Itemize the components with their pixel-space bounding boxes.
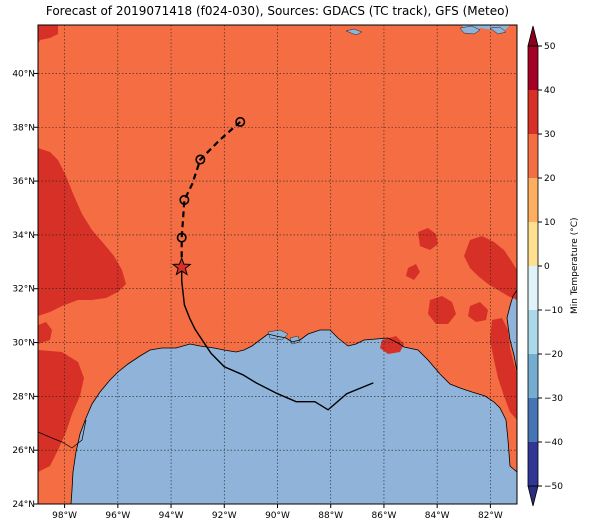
y-tick-label: 32°N xyxy=(12,285,35,295)
observed-track-line xyxy=(180,267,374,411)
forecast-point-circle-icon xyxy=(179,194,190,205)
y-tick-label: 40°N xyxy=(12,69,35,79)
y-tick-label: 34°N xyxy=(12,231,35,241)
colorbar-tick-label: 30 xyxy=(544,130,556,140)
country-border xyxy=(38,419,87,449)
colorbar-tick-label: 20 xyxy=(544,174,556,184)
x-tick-label: 98°W xyxy=(52,511,77,521)
y-axis-ticks: 24°N 26°N 28°N 30°N 32°N 34°N 36°N 38°N 40°N xyxy=(12,69,38,510)
colorbar-band xyxy=(528,354,538,398)
colorbar-tick-label: −10 xyxy=(544,306,563,316)
colorbar-tick-label: 40 xyxy=(544,86,556,96)
map-panel[interactable] xyxy=(38,25,517,504)
x-axis-ticks: 98°W 96°W 94°W 92°W 90°W 88°W 86°W 84°W 82°W xyxy=(52,504,503,521)
x-tick-label: 92°W xyxy=(212,511,237,521)
colorbar-tick-label: 0 xyxy=(544,262,550,272)
colorbar-band xyxy=(528,178,538,222)
colorbar-band xyxy=(528,266,538,310)
colorbar-tick-label: −50 xyxy=(544,482,563,492)
x-tick-label: 94°W xyxy=(159,511,184,521)
x-tick-label: 88°W xyxy=(318,511,343,521)
x-tick-label: 82°W xyxy=(478,511,503,521)
y-tick-label: 28°N xyxy=(12,392,35,402)
current-position-star-icon xyxy=(171,256,192,276)
colorbar-band xyxy=(528,134,538,178)
colorbar-tick-label: −20 xyxy=(544,350,563,360)
x-tick-label: 96°W xyxy=(105,511,130,521)
forecast-point-circle-icon xyxy=(195,154,206,165)
colorbar-tick-label: 50 xyxy=(544,42,556,52)
colorbar-tick-label: 10 xyxy=(544,218,556,228)
colorbar-label: Min Temperature (°C) xyxy=(570,217,580,315)
coastline xyxy=(70,289,517,504)
colorbar-under-arrow-icon xyxy=(527,485,539,507)
x-tick-label: 90°W xyxy=(265,511,290,521)
colorbar-band xyxy=(528,310,538,354)
x-tick-label: 84°W xyxy=(425,511,450,521)
map-title: Forecast of 2019071418 (f024-030), Sourc… xyxy=(45,4,510,18)
forecast-points xyxy=(176,116,246,243)
colorbar-band xyxy=(528,90,538,134)
x-tick-label: 86°W xyxy=(372,511,397,521)
graticule xyxy=(38,25,517,504)
y-tick-label: 30°N xyxy=(12,339,35,349)
forecast-point-circle-icon xyxy=(176,232,187,243)
inland-water xyxy=(267,25,507,345)
colorbar-band xyxy=(528,222,538,266)
y-tick-label: 24°N xyxy=(12,500,35,510)
y-tick-label: 26°N xyxy=(12,446,35,456)
forecast-track-line xyxy=(180,121,241,268)
colorbar-over-arrow-icon xyxy=(527,25,539,47)
colorbar-tick-label: −40 xyxy=(544,438,563,448)
colorbar: 50 40 30 20 10 0 −10 −20 −30 −40 −50 xyxy=(527,25,563,507)
y-tick-label: 36°N xyxy=(12,177,35,187)
colorbar-band xyxy=(528,46,538,90)
colorbar-band xyxy=(528,398,538,442)
colorbar-tick-label: −30 xyxy=(544,394,563,404)
y-tick-label: 38°N xyxy=(12,123,35,133)
colorbar-band xyxy=(528,442,538,486)
forecast-point-circle-icon xyxy=(235,116,246,127)
